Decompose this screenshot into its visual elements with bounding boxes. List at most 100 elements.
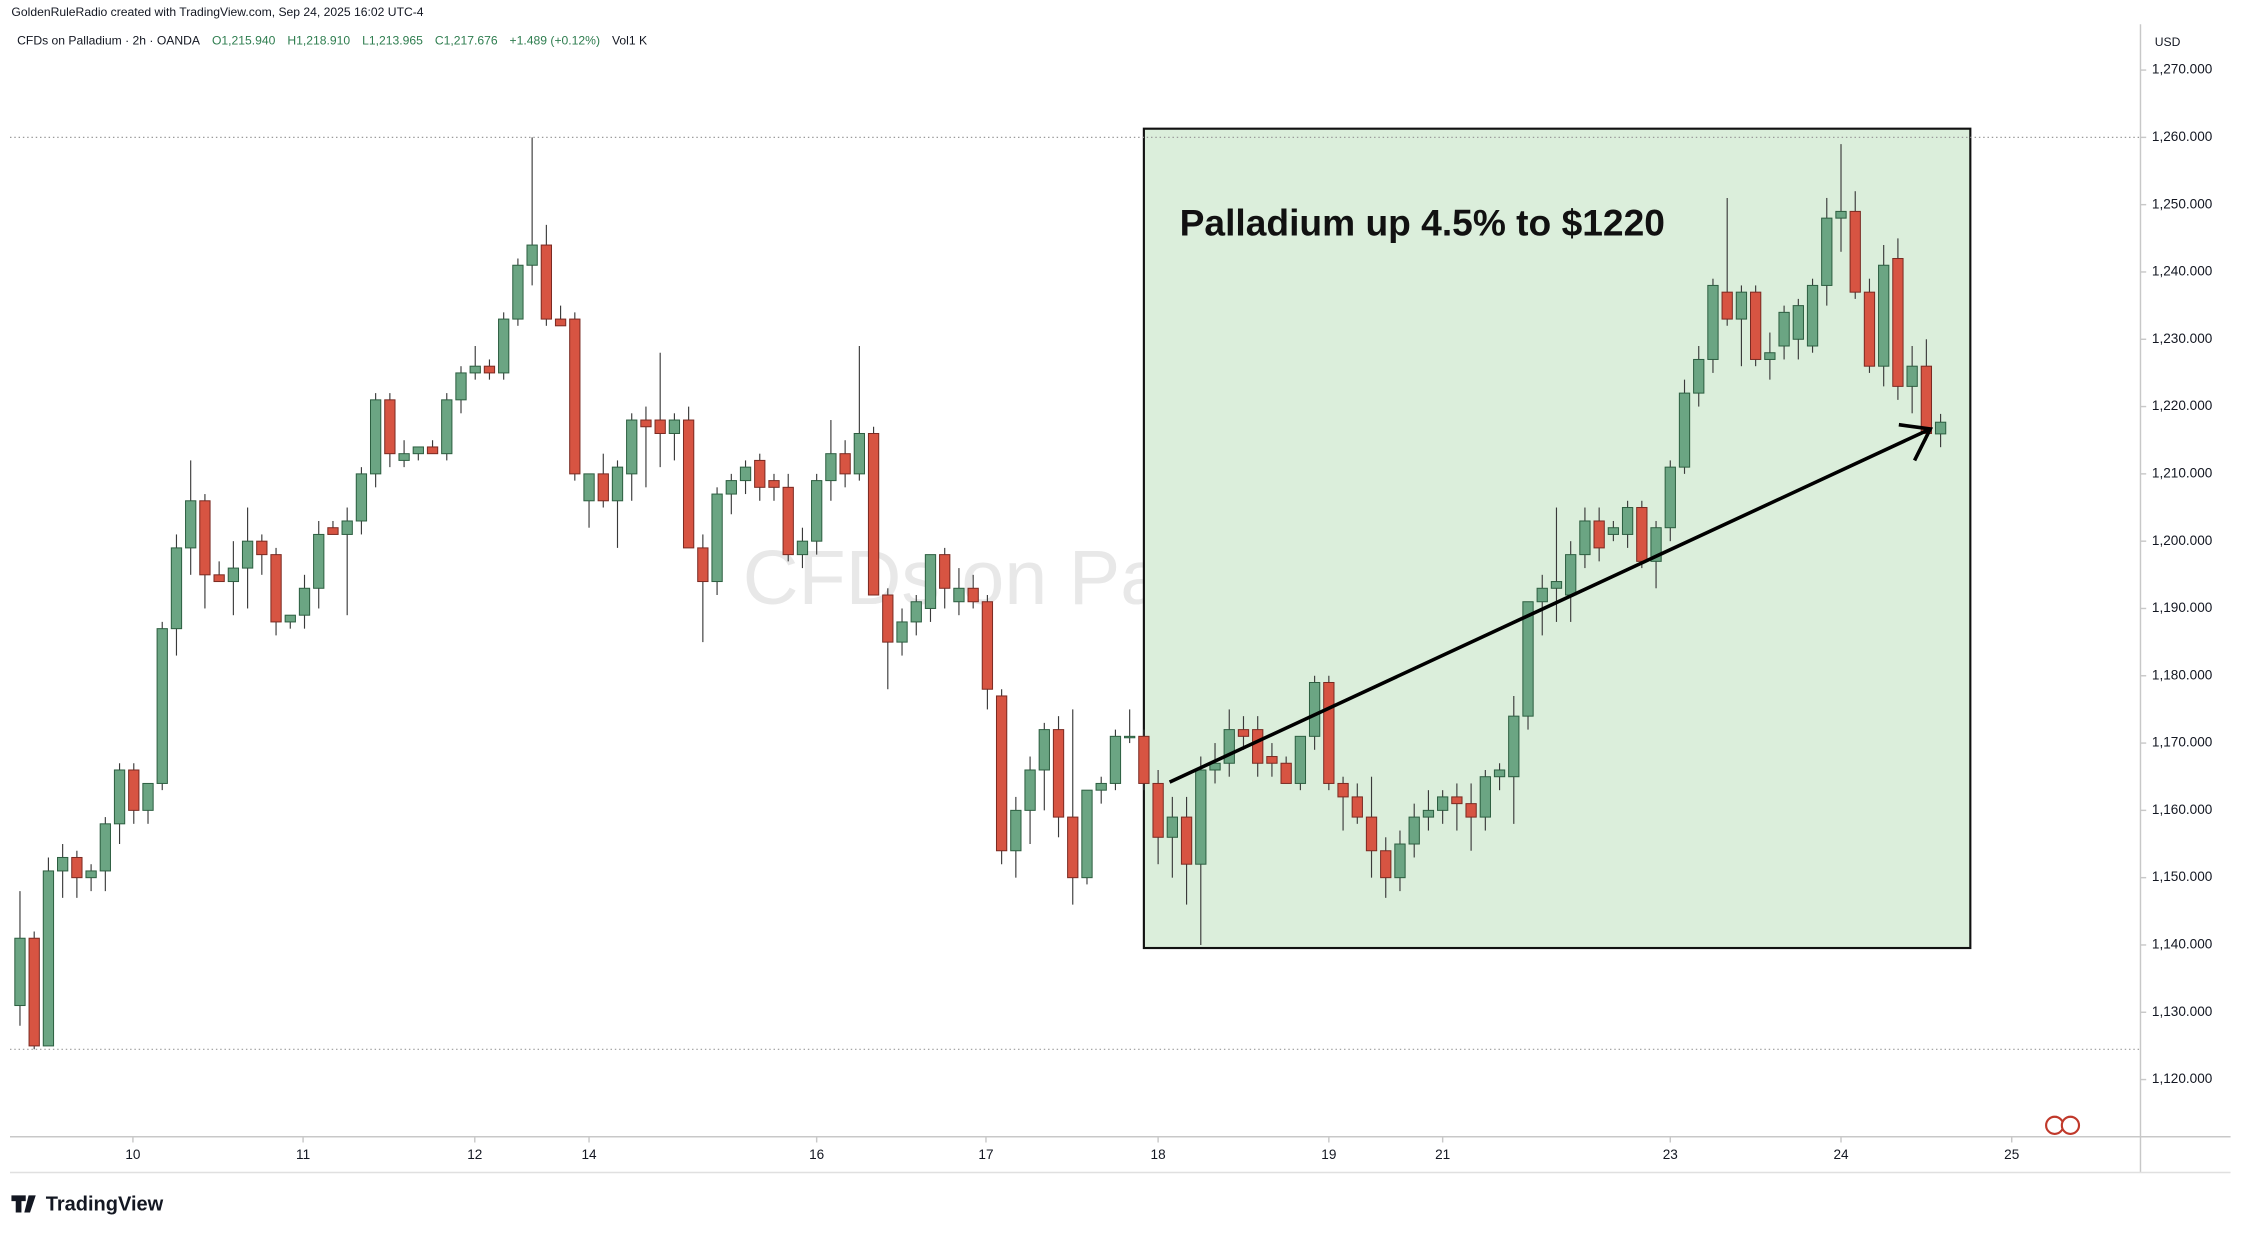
candle-body [1266,756,1278,764]
candle-body [85,870,97,879]
candle-body [910,601,922,623]
candle-body [57,856,69,872]
logo-text: TradingView [46,1194,164,1216]
candle-body [398,453,410,461]
candle-body [825,453,837,482]
x-tick-label: 12 [467,1147,482,1162]
candle-body [455,372,467,401]
candle-body [1621,507,1634,535]
candle-body [1010,809,1022,852]
candle-body [1437,796,1449,811]
y-tick-label: 1,190.000 [2152,600,2213,615]
candle-body [995,695,1008,852]
y-tick-label: 1,260.000 [2152,129,2213,144]
candle-body [71,856,83,879]
candle-body [540,244,553,320]
x-tick-label: 14 [581,1147,597,1162]
candle-body [1394,843,1406,879]
candle-body [1693,358,1705,394]
y-tick-label: 1,210.000 [2152,465,2213,480]
trend-arrow [1168,422,1934,784]
x-tick-label: 19 [1321,1147,1336,1162]
high-label: H1,218.910 [287,34,350,48]
candle-body [1607,527,1620,535]
candle-body [1351,796,1363,818]
candle-body [1636,507,1648,562]
flag-circle [2045,1115,2065,1135]
x-tick-label: 23 [1663,1147,1678,1162]
candle-body [1237,729,1250,737]
candle-body [1878,264,1890,367]
x-tick-label: 17 [978,1147,993,1162]
low-label: L1,213.965 [362,34,423,48]
candle-body [1152,782,1164,838]
candle-body [298,587,311,616]
y-tick-label: 1,250.000 [2152,196,2213,211]
candle-body [939,554,951,589]
candle-body [1124,735,1136,739]
volume-label: Vol1 K [612,34,647,48]
logo-icon [11,1195,36,1213]
candle-body [654,419,666,434]
candle-body [341,520,353,535]
flag-icon [2045,1115,2081,1135]
candle-body [384,399,396,455]
candle-body [42,870,55,1047]
candle-body [1081,789,1093,879]
candle-body [640,419,652,428]
candle-body [1493,769,1506,778]
candle-body [99,823,111,872]
candle-body [1508,715,1520,778]
symbol-line: CFDs on Palladium · 2h · OANDA O1,215.94… [17,34,647,48]
candle-body [1934,421,1947,435]
y-tick-label: 1,140.000 [2152,937,2213,952]
candle-body [1365,816,1378,852]
candle-body [1536,587,1548,603]
candle-body [469,365,481,374]
y-tick-label: 1,270.000 [2152,62,2213,77]
candle-body [611,466,624,502]
y-tick-label: 1,120.000 [2152,1071,2213,1086]
candle-body [1565,554,1577,596]
candle-body [369,399,382,475]
candle-body [796,540,809,556]
x-tick-label: 18 [1151,1147,1166,1162]
candle-body [1721,291,1733,320]
candle-body [28,937,40,1047]
candle-body [1109,735,1122,784]
candle-body [142,782,154,811]
candle-body [1821,217,1833,286]
candle-body [1422,809,1435,818]
flag-circle [2060,1115,2081,1135]
candle-body [1764,352,1776,360]
y-tick-label: 1,220.000 [2152,398,2213,413]
candle-body [1067,816,1079,879]
candle-body [1650,527,1662,562]
arrow-line [1168,427,1932,784]
candle-body [313,533,325,589]
arrow-head [1898,422,1934,462]
candle-body [725,480,737,495]
candle-body [1166,816,1178,838]
candle-body [227,567,240,583]
annotation: Palladium up 4.5% to $1220 [1180,202,1665,244]
candle-body [1308,681,1321,737]
candle-body [1209,762,1221,771]
candle-body [1380,850,1392,879]
y-tick-label: 1,170.000 [2152,735,2213,750]
candle-body [1479,776,1491,818]
candle-body [512,264,524,320]
candle-body [1920,365,1933,434]
candle-body [1195,769,1207,865]
candle-body [170,547,183,630]
candle-body [1735,291,1748,320]
candle-body [1451,796,1463,805]
y-tick-label: 1,200.000 [2152,533,2213,548]
candle-body [1095,782,1107,791]
y-tick-label: 1,240.000 [2152,264,2213,279]
y-tick-label: 1,180.000 [2152,667,2213,682]
open-label: O1,215.940 [212,34,276,48]
candle-body [1408,816,1420,845]
candle-body [1223,729,1235,764]
